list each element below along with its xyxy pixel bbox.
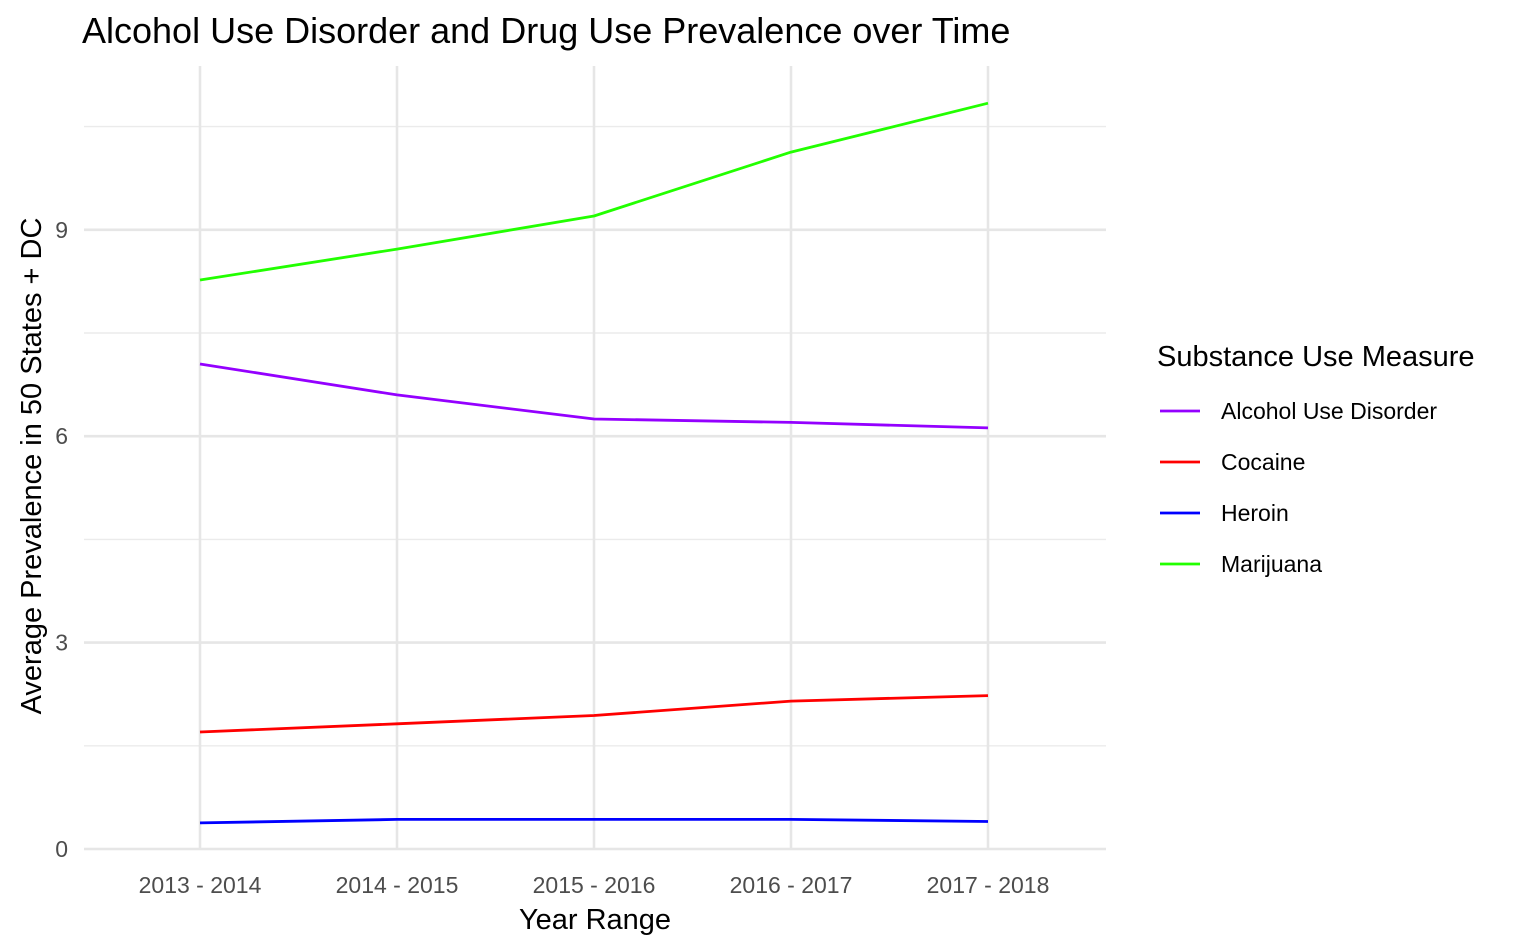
x-tick-label: 2017 - 2018 xyxy=(927,872,1050,898)
x-tick-label: 2016 - 2017 xyxy=(730,872,853,898)
series-lines xyxy=(199,101,989,825)
series-line-marijuana xyxy=(199,101,989,282)
legend-label: Marijuana xyxy=(1221,551,1322,577)
x-tick-label: 2015 - 2016 xyxy=(533,872,656,898)
series-line-alcohol-use-disorder xyxy=(199,362,989,430)
legend-title: Substance Use Measure xyxy=(1157,341,1475,373)
series-line-heroin xyxy=(199,818,989,825)
axis-labels: 0 3 6 9 2013 - 2014 2014 - 2015 2015 - 2016 201… xyxy=(55,217,1049,898)
y-tick-label: 0 xyxy=(55,836,68,862)
y-axis-title: Average Prevalence in 50 States + DC xyxy=(16,218,48,715)
series-line-cocaine xyxy=(199,694,989,734)
x-axis-title: Year Range xyxy=(519,904,671,936)
y-tick-label: 9 xyxy=(55,217,68,243)
x-tick-label: 2013 - 2014 xyxy=(139,872,262,898)
grid xyxy=(84,66,1106,851)
legend-label: Cocaine xyxy=(1221,449,1305,475)
x-tick-label: 2014 - 2015 xyxy=(336,872,459,898)
y-tick-label: 6 xyxy=(55,423,68,449)
chart-title: Alcohol Use Disorder and Drug Use Preval… xyxy=(82,10,1010,51)
y-tick-label: 3 xyxy=(55,630,68,656)
legend: Substance Use Measure Alcohol Use Disord… xyxy=(1157,341,1475,577)
legend-label: Alcohol Use Disorder xyxy=(1221,398,1437,424)
legend-label: Heroin xyxy=(1221,500,1289,526)
